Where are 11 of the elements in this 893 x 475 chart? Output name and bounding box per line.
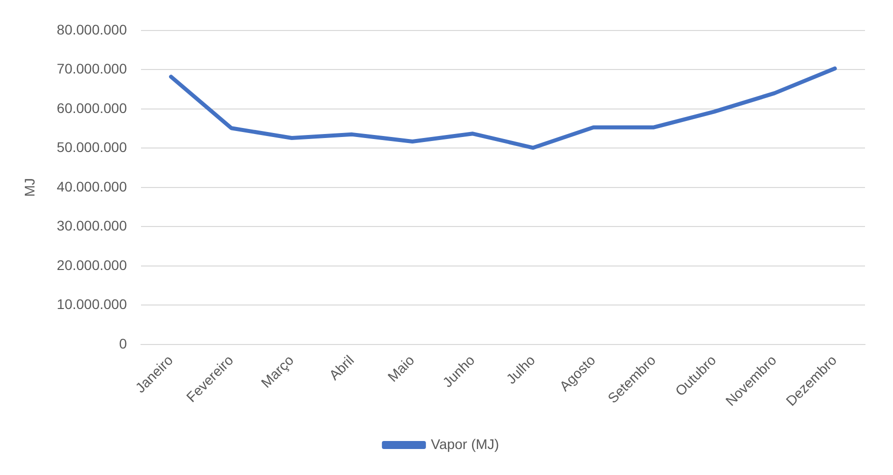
y-tick-label: 0 <box>119 335 128 352</box>
y-tick-label: 60.000.000 <box>56 100 128 116</box>
y-tick-label: 20.000.000 <box>56 256 128 273</box>
y-tick-label: 80.000.000 <box>56 21 128 38</box>
y-tick-label: 30.000.000 <box>56 218 128 234</box>
y-axis-title: MJ <box>21 178 38 197</box>
y-tick-label: 70.000.000 <box>56 60 128 77</box>
y-tick-label: 40.000.000 <box>56 178 128 194</box>
legend-label: Vapor (MJ) <box>430 436 500 452</box>
y-tick-label: 10.000.000 <box>56 296 128 312</box>
y-tick-label: 50.000.000 <box>56 139 128 156</box>
